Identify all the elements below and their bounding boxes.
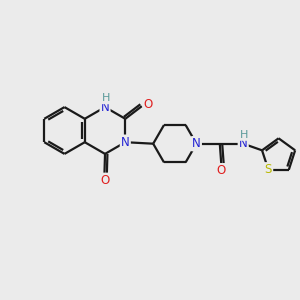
Text: H: H <box>240 130 248 140</box>
Text: O: O <box>100 174 110 187</box>
Text: N: N <box>101 100 110 114</box>
Text: N: N <box>192 137 201 150</box>
Text: O: O <box>217 164 226 177</box>
Text: H: H <box>102 93 111 103</box>
Text: N: N <box>121 136 130 149</box>
Text: S: S <box>265 163 272 176</box>
Text: O: O <box>144 98 153 111</box>
Text: N: N <box>239 137 248 150</box>
